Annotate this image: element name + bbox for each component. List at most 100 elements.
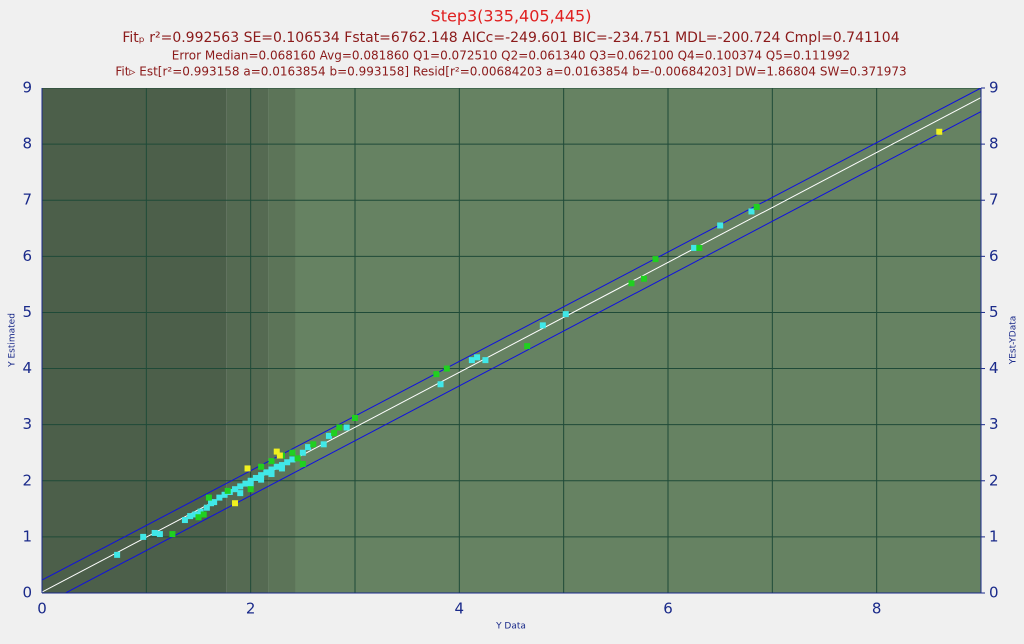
point bbox=[433, 371, 440, 378]
point bbox=[641, 275, 648, 282]
point bbox=[242, 480, 249, 487]
point bbox=[203, 504, 210, 511]
point bbox=[258, 463, 265, 470]
x-tick-label: 6 bbox=[663, 600, 673, 618]
y-tick-label: 2 bbox=[22, 471, 32, 489]
point bbox=[936, 128, 943, 135]
point bbox=[252, 474, 259, 481]
point bbox=[299, 449, 306, 456]
point bbox=[268, 466, 275, 473]
y-tick-label: 7 bbox=[22, 191, 32, 209]
point bbox=[310, 441, 317, 448]
y2-tick-label: 7 bbox=[989, 191, 999, 209]
point bbox=[524, 343, 531, 350]
y2-tick-label: 5 bbox=[989, 303, 999, 321]
point bbox=[151, 529, 158, 536]
y2-tick-label: 3 bbox=[989, 415, 999, 433]
point bbox=[192, 511, 199, 518]
point bbox=[278, 465, 285, 472]
point bbox=[352, 414, 358, 421]
point bbox=[482, 357, 489, 364]
point bbox=[244, 465, 251, 472]
point bbox=[305, 444, 312, 451]
point bbox=[247, 482, 254, 489]
x-axis-label: Y Data bbox=[495, 622, 526, 632]
point bbox=[200, 511, 207, 518]
point bbox=[268, 471, 275, 478]
point bbox=[696, 244, 703, 251]
point bbox=[628, 280, 635, 287]
point bbox=[156, 531, 163, 538]
point bbox=[331, 430, 338, 437]
point bbox=[237, 483, 244, 490]
point bbox=[247, 477, 254, 484]
y-tick-label: 6 bbox=[22, 247, 32, 265]
point bbox=[278, 462, 285, 469]
x-tick-label: 0 bbox=[37, 600, 47, 618]
axes: 0 2 4 6 8 0 1 2 3 4 5 6 7 8 9 0 1 2 3 4 5 6 7 8 9 bbox=[22, 79, 998, 618]
point bbox=[443, 365, 450, 372]
y2-tick-label: 8 bbox=[989, 135, 999, 153]
point bbox=[468, 357, 475, 364]
point bbox=[691, 244, 698, 251]
background-band bbox=[295, 88, 981, 593]
point bbox=[474, 354, 481, 361]
point bbox=[294, 455, 301, 462]
point bbox=[325, 432, 332, 439]
point bbox=[216, 494, 223, 501]
point bbox=[539, 322, 546, 329]
point bbox=[652, 256, 659, 263]
y-tick-label: 4 bbox=[22, 359, 32, 377]
point bbox=[268, 458, 275, 465]
x-tick-label: 8 bbox=[872, 600, 882, 618]
point bbox=[299, 460, 306, 467]
point bbox=[748, 208, 755, 215]
point bbox=[187, 513, 194, 520]
point bbox=[258, 476, 265, 483]
y-tick-label: 5 bbox=[22, 303, 32, 321]
point bbox=[289, 449, 296, 456]
point bbox=[437, 381, 444, 388]
point bbox=[320, 441, 327, 448]
point bbox=[289, 456, 296, 463]
point bbox=[221, 491, 228, 498]
point bbox=[336, 424, 343, 431]
fit-line bbox=[42, 88, 981, 581]
x-tick-label: 2 bbox=[246, 600, 256, 618]
point bbox=[247, 486, 254, 493]
y-tick-label: 0 bbox=[22, 584, 32, 602]
y-axis-label: Y Estimated bbox=[8, 313, 18, 368]
fit-line bbox=[64, 111, 981, 593]
point bbox=[284, 459, 291, 466]
point bbox=[114, 551, 121, 558]
y-tick-label: 3 bbox=[22, 415, 32, 433]
point bbox=[258, 472, 265, 479]
y-tick-label: 1 bbox=[22, 527, 32, 545]
point bbox=[181, 517, 188, 524]
chart-subtitle: Fitₚ r²=0.992563 SE=0.106534 Fstat=6762.… bbox=[122, 30, 899, 46]
point bbox=[562, 311, 569, 318]
point bbox=[343, 424, 350, 431]
point bbox=[753, 203, 760, 210]
y2-tick-label: 0 bbox=[989, 584, 999, 602]
y2-axis-label: YEst-YData bbox=[1009, 316, 1019, 366]
annotation: Fit▹ Est[r²=0.993158 a=0.0163854 b=0.993… bbox=[115, 65, 906, 79]
point bbox=[224, 487, 231, 494]
point bbox=[273, 448, 280, 455]
chart-title: Step3(335,405,445) bbox=[431, 7, 592, 26]
point bbox=[717, 222, 724, 229]
point bbox=[195, 514, 202, 521]
y2-tick-label: 4 bbox=[989, 359, 999, 377]
point bbox=[140, 533, 147, 540]
point bbox=[232, 486, 239, 493]
background-band bbox=[226, 88, 269, 593]
background-band bbox=[268, 88, 296, 593]
point bbox=[276, 452, 283, 459]
plot-area bbox=[42, 88, 981, 593]
y2-tick-label: 2 bbox=[989, 471, 999, 489]
point bbox=[205, 494, 212, 501]
point bbox=[211, 499, 218, 506]
point bbox=[208, 500, 215, 507]
point bbox=[237, 490, 244, 497]
